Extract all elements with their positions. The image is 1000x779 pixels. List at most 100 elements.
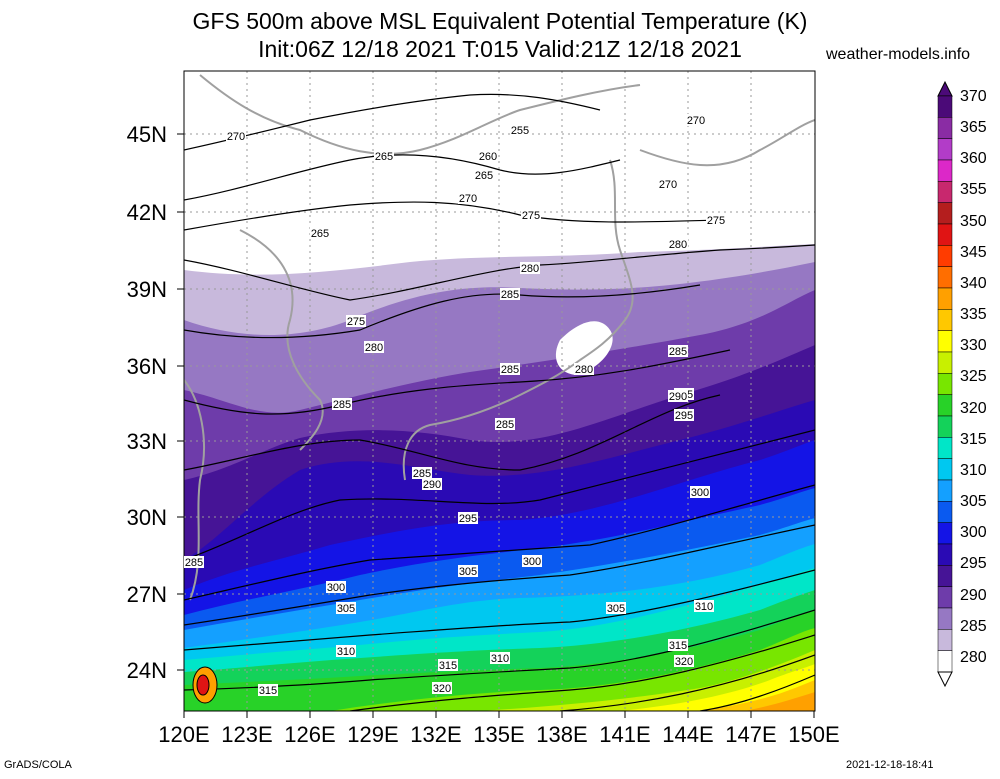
lon-label-129e: 129E <box>347 722 399 747</box>
axis-ticks <box>177 133 815 718</box>
contour-label: 280 <box>365 342 383 354</box>
contour-label: 315 <box>669 640 687 652</box>
contour-label-bg <box>226 130 246 142</box>
colorbar-level-label: 290 <box>960 586 987 604</box>
contour-label: 285 <box>333 399 351 411</box>
contour-label: 310 <box>337 646 355 658</box>
colorbar-swatch <box>937 479 953 502</box>
contour-label-bg <box>346 315 366 327</box>
contour-label-bg <box>336 602 356 614</box>
lat-label-42n: 42N <box>126 200 167 225</box>
lat-label-39n: 39N <box>126 277 167 302</box>
contour-label: 285 <box>496 419 514 431</box>
contour-label-bg <box>521 209 541 221</box>
contour-label-bg <box>668 345 688 357</box>
lon-label-120e: 120E <box>158 722 210 747</box>
lon-label-150e: 150E <box>788 722 840 747</box>
colorbar-level-label: 365 <box>960 119 987 137</box>
contour-label: 310 <box>695 601 713 613</box>
contour-label-bg <box>332 398 352 410</box>
contour-label-bg <box>422 478 442 490</box>
colorbar-level-label: 315 <box>960 430 987 448</box>
contour-label: 295 <box>675 410 693 422</box>
colorbar-swatch <box>937 159 953 182</box>
contour-label: 295 <box>459 513 477 525</box>
colorbar-level-label: 295 <box>960 555 987 573</box>
site-credit: weather-models.info <box>826 46 971 63</box>
lon-label-144e: 144E <box>662 722 714 747</box>
lon-label-147e: 147E <box>725 722 777 747</box>
lat-label-45n: 45N <box>126 122 167 147</box>
contour-label: 315 <box>439 660 457 672</box>
footer-grads: GrADS/COLA <box>4 759 72 771</box>
contour-label: 310 <box>491 653 509 665</box>
contour-label-bg <box>258 684 278 696</box>
colorbar-swatch <box>937 543 953 566</box>
colorbar-swatch <box>937 437 953 459</box>
colorbar-swatch <box>937 607 953 630</box>
colorbar-swatch <box>937 223 953 246</box>
colorbar-swatch <box>937 351 953 374</box>
contour-label-bg <box>412 467 432 479</box>
lon-label-135e: 135E <box>473 722 525 747</box>
colorbar-swatch <box>937 138 953 161</box>
colorbar-level-label: 300 <box>960 524 987 542</box>
contour-label-bg <box>458 565 478 577</box>
colorbar-swatch <box>937 309 953 331</box>
colorbar-swatch <box>937 181 953 203</box>
colorbar <box>937 80 953 688</box>
footer-timestamp: 2021-12-18-18:41 <box>846 759 934 771</box>
contour-label-bg <box>510 124 530 136</box>
lon-label-126e: 126E <box>284 722 336 747</box>
lon-label-138e: 138E <box>536 722 588 747</box>
contour-label-bg <box>706 214 726 226</box>
contour-label-bg <box>668 639 688 651</box>
colorbar-level-label: 345 <box>960 243 987 261</box>
colorbar-swatch <box>937 202 953 225</box>
contour-label-bg <box>674 409 694 421</box>
lat-label-30n: 30N <box>126 505 167 530</box>
contour-label-bg <box>658 178 678 190</box>
contour-label-bg <box>474 169 494 181</box>
colorbar-swatch <box>937 565 953 587</box>
contour-label: 260 <box>479 151 497 163</box>
contour-label: 285 <box>669 346 687 358</box>
contour-label: 285 <box>185 557 203 569</box>
contour-label-bg <box>690 486 710 498</box>
lon-label-123e: 123E <box>221 722 273 747</box>
coastlines <box>184 74 815 601</box>
contour-label: 265 <box>475 170 493 182</box>
contour-label: 315 <box>259 685 277 697</box>
colorbar-swatch <box>937 245 953 267</box>
contour-label: 290 <box>669 391 687 403</box>
colorbar-swatch <box>937 458 953 481</box>
contour-label: 265 <box>375 151 393 163</box>
contour-label-bg <box>500 363 520 375</box>
contour-label: 285 <box>501 289 519 301</box>
contour-label-bg <box>668 390 688 402</box>
colorbar-level-label: 330 <box>960 337 987 355</box>
colorbar-bottom-arrow <box>937 671 953 688</box>
contour-label: 270 <box>459 193 477 205</box>
map-title: GFS 500m above MSL Equivalent Potential … <box>192 8 808 34</box>
contour-label-bg <box>668 238 688 250</box>
contour-label-bg <box>574 363 594 375</box>
colorbar-top-arrow <box>937 80 953 97</box>
colorbar-level-label: 340 <box>960 274 987 292</box>
contour-label-bg <box>694 600 714 612</box>
contour-label: 300 <box>327 582 345 594</box>
contour-label: 275 <box>707 215 725 227</box>
contour-label: 265 <box>311 228 329 240</box>
contour-label: 275 <box>347 316 365 328</box>
theta-e-field <box>184 71 815 711</box>
contour-label-bg <box>458 192 478 204</box>
contour-label-bg <box>606 602 626 614</box>
contour-label: 280 <box>575 364 593 376</box>
contour-label-bg <box>374 150 394 162</box>
colorbar-level-label: 335 <box>960 306 987 324</box>
contour-label: 270 <box>227 131 245 143</box>
colorbar-level-label: 305 <box>960 493 987 511</box>
colorbar-swatch <box>937 586 953 609</box>
colorbar-level-label: 280 <box>960 648 987 666</box>
